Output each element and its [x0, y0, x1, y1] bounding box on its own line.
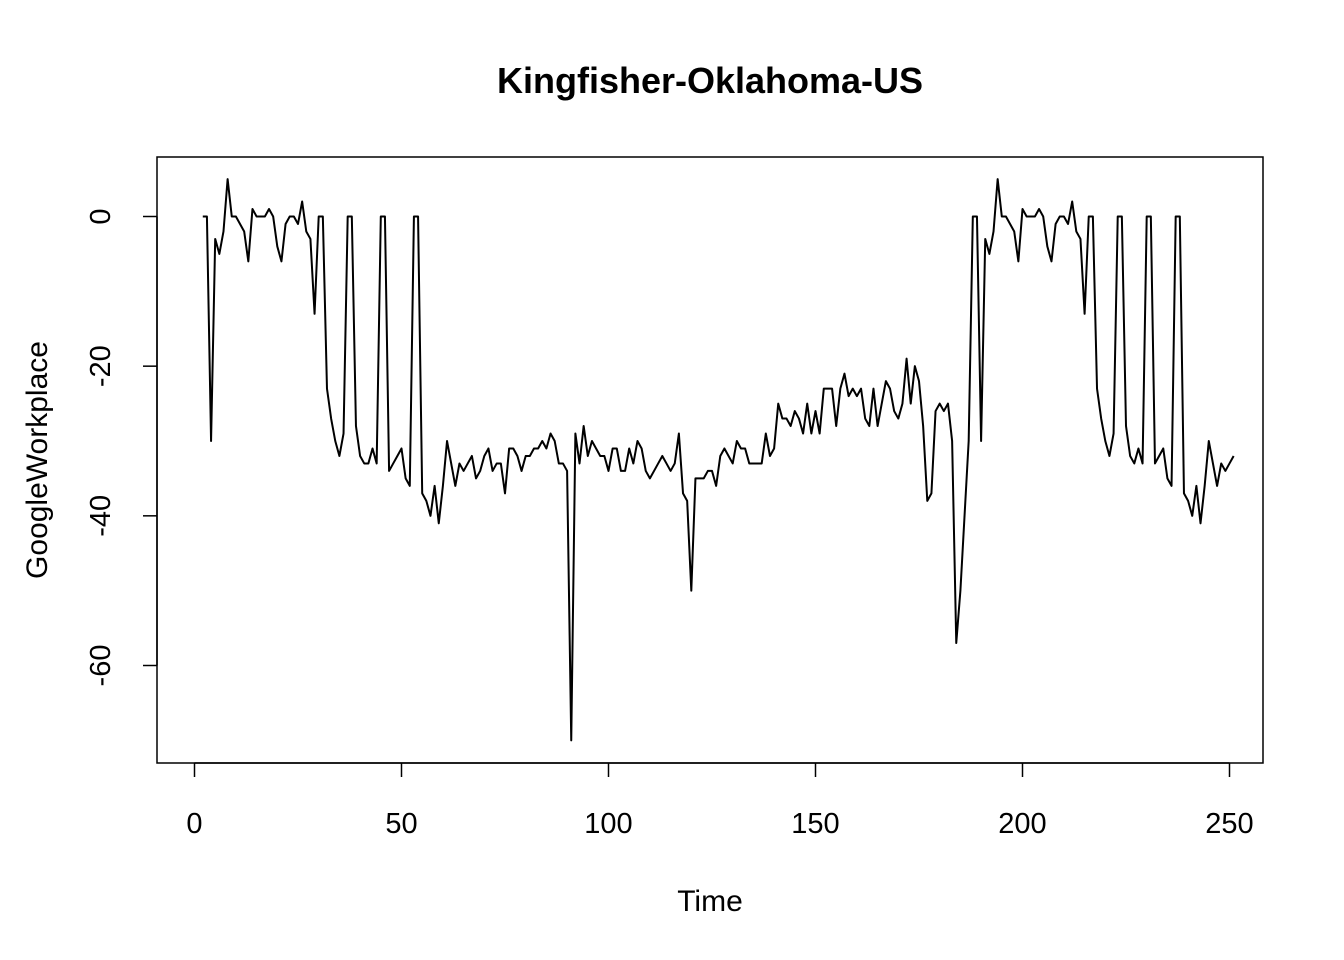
x-tick-label: 100: [584, 808, 632, 840]
y-axis: 0 -20 -40 -60: [85, 208, 158, 687]
x-tick-label: 150: [791, 808, 839, 840]
x-tick-label: 250: [1205, 808, 1253, 840]
y-tick-label: 0: [85, 208, 117, 224]
x-axis: 0 50 100 150 200 250: [186, 762, 1254, 840]
x-tick-label: 50: [385, 808, 417, 840]
y-tick-label: -40: [85, 495, 117, 537]
x-tick-label: 0: [186, 808, 202, 840]
chart-title: Kingfisher-Oklahoma-US: [497, 60, 923, 101]
series-layer: [202, 178, 1235, 742]
series-line: [202, 178, 1235, 742]
x-axis-label: Time: [677, 885, 743, 918]
y-tick-label: -60: [85, 645, 117, 687]
x-tick-label: 200: [998, 808, 1046, 840]
y-tick-label: -20: [85, 345, 117, 387]
y-axis-label: GoogleWorkplace: [21, 341, 54, 579]
